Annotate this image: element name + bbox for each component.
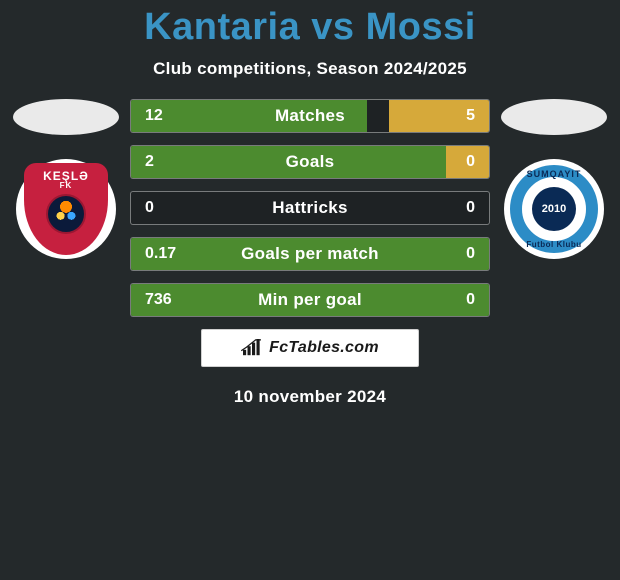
- comparison-widget: Kantaria vs Mossi Club competitions, Sea…: [0, 0, 620, 407]
- stat-row: 12Matches5: [130, 99, 490, 133]
- bar-chart-icon: [241, 339, 263, 357]
- stats-column: 12Matches52Goals00Hattricks00.17Goals pe…: [130, 99, 490, 317]
- stat-value-left: 12: [131, 107, 195, 125]
- left-player-photo-placeholder: [13, 99, 119, 135]
- stat-value-right: 0: [425, 245, 489, 263]
- stat-row: 2Goals0: [130, 145, 490, 179]
- left-column: KEŞLƏ FK: [12, 99, 120, 259]
- subtitle: Club competitions, Season 2024/2025: [0, 59, 620, 99]
- stat-label: Hattricks: [195, 198, 425, 218]
- brand-attribution[interactable]: FcTables.com: [201, 329, 419, 367]
- stat-label: Goals per match: [195, 244, 425, 264]
- stat-value-right: 0: [425, 291, 489, 309]
- right-club-center: 2010: [532, 187, 576, 231]
- left-club-badge: KEŞLƏ FK: [16, 159, 116, 259]
- brand-text: FcTables.com: [269, 339, 379, 357]
- date-label: 10 november 2024: [0, 387, 620, 407]
- stat-value-right: 0: [425, 153, 489, 171]
- stat-row: 736Min per goal0: [130, 283, 490, 317]
- left-club-sub: FK: [60, 181, 73, 190]
- page-title: Kantaria vs Mossi: [0, 0, 620, 59]
- stat-value-right: 0: [425, 199, 489, 217]
- left-club-shield: KEŞLƏ FK: [24, 163, 108, 255]
- stat-value-left: 0: [131, 199, 195, 217]
- stat-value-left: 0.17: [131, 245, 195, 263]
- stat-value-right: 5: [425, 107, 489, 125]
- right-club-name: SUMQAYIT: [527, 169, 582, 179]
- stat-value-left: 736: [131, 291, 195, 309]
- right-club-badge: SUMQAYIT 2010 Futbol Klubu: [504, 159, 604, 259]
- right-player-photo-placeholder: [501, 99, 607, 135]
- stat-value-left: 2: [131, 153, 195, 171]
- right-club-sub: Futbol Klubu: [526, 240, 581, 249]
- stat-row: 0Hattricks0: [130, 191, 490, 225]
- stat-label: Matches: [195, 106, 425, 126]
- stat-label: Min per goal: [195, 290, 425, 310]
- main-row: KEŞLƏ FK 12Matches52Goals00Hattricks00.1…: [0, 99, 620, 317]
- stat-row: 0.17Goals per match0: [130, 237, 490, 271]
- left-club-crest-icon: [46, 194, 86, 234]
- stat-label: Goals: [195, 152, 425, 172]
- right-column: SUMQAYIT 2010 Futbol Klubu: [500, 99, 608, 259]
